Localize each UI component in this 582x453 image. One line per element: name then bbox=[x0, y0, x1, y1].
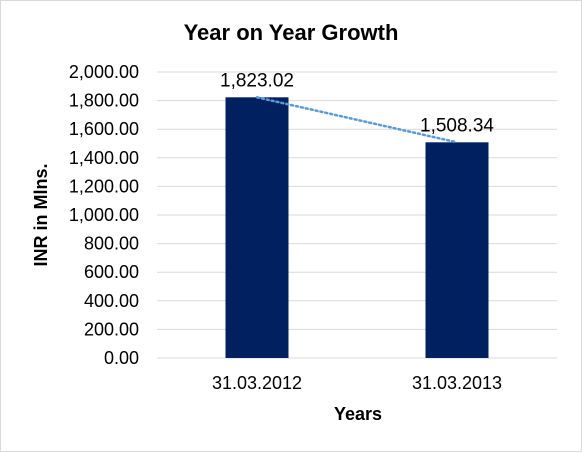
y-tick-label: 1,000.00 bbox=[69, 205, 139, 225]
bars bbox=[225, 97, 489, 359]
y-axis-ticks: 0.00 200.00 400.00 600.00 800.00 1,000.00 1,20… bbox=[69, 62, 139, 368]
gridlines bbox=[157, 71, 557, 359]
y-tick-label: 800.00 bbox=[84, 234, 139, 254]
y-tick-label: 0.00 bbox=[104, 348, 139, 368]
y-tick-label: 1,400.00 bbox=[69, 148, 139, 168]
y-tick-label: 1,600.00 bbox=[69, 119, 139, 139]
y-tick-label: 200.00 bbox=[84, 319, 139, 339]
x-tick-label: 31.03.2012 bbox=[212, 373, 302, 393]
y-tick-label: 2,000.00 bbox=[69, 62, 139, 82]
y-tick-label: 400.00 bbox=[84, 291, 139, 311]
bar-value-label: 1,823.02 bbox=[220, 70, 294, 91]
bar-value-label: 1,508.34 bbox=[420, 115, 494, 136]
y-tick-label: 600.00 bbox=[84, 262, 139, 282]
y-tick-label: 1,200.00 bbox=[69, 176, 139, 196]
x-tick-label: 31.03.2013 bbox=[412, 373, 502, 393]
trendline-path bbox=[255, 96, 459, 144]
chart-title: Year on Year Growth bbox=[184, 20, 399, 45]
bar bbox=[225, 97, 289, 359]
y-tick-label: 1,800.00 bbox=[69, 91, 139, 111]
y-axis-title: INR in Mlns. bbox=[31, 164, 51, 267]
x-axis-ticks: 31.03.2012 31.03.2013 bbox=[212, 373, 502, 393]
x-axis-title: Years bbox=[334, 404, 382, 424]
data-labels: 1,823.02 1,508.34 bbox=[220, 70, 494, 136]
bar bbox=[425, 142, 489, 358]
trendline bbox=[255, 96, 459, 144]
